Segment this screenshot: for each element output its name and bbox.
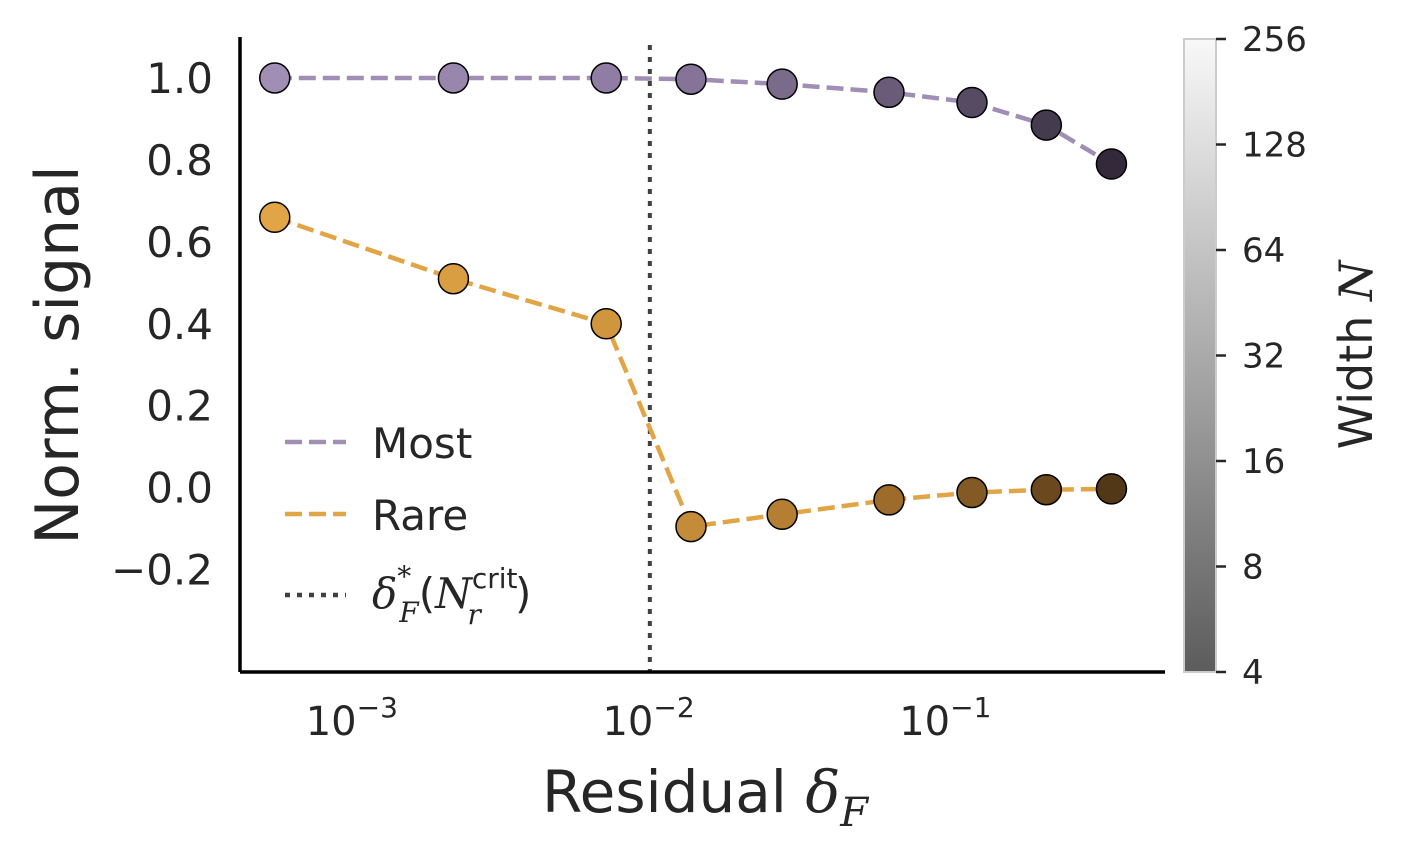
y-tick-label-3: 0.4: [146, 300, 213, 349]
point-most-2: [590, 62, 622, 94]
colorbar-tick-label-1: 8: [1242, 548, 1264, 588]
y-tick-label-6: −0.2: [111, 546, 213, 595]
legend-crit-label: δ* F(Ncrit r): [372, 560, 531, 631]
point-most-3: [675, 63, 707, 95]
point-rare-8: [1095, 473, 1128, 505]
x-tick-label-0: 10−3: [306, 691, 398, 745]
y-tick-label-1: 0.8: [146, 136, 213, 185]
tick-labels: 1.0 0.8 0.6 0.4 0.2 0.0 −0.2 10−3 10−2 10−1: [111, 54, 991, 745]
point-rare-1: [437, 262, 470, 295]
colorbar-ticks: 4 8 16 32 64 128 256: [1216, 20, 1307, 693]
colorbar-tick-label-3: 32: [1242, 337, 1285, 377]
point-most-1: [437, 62, 470, 94]
colorbar-gradient: [1183, 38, 1217, 673]
y-axis-label: Norm. signal: [23, 165, 93, 544]
y-tick-label-2: 0.6: [146, 218, 213, 267]
point-most-5: [873, 76, 905, 109]
colorbar-tick-label-5: 128: [1242, 126, 1307, 166]
series-line-rare: [274, 215, 1112, 530]
legend: Most Rare δ* F(Ncrit r): [285, 419, 531, 631]
point-rare-5: [873, 484, 905, 516]
plot-area: [259, 45, 1128, 672]
point-rare-2: [590, 308, 622, 340]
point-rare-0: [259, 201, 291, 234]
colorbar-tick-label-6: 256: [1242, 20, 1307, 60]
point-most-7: [1030, 109, 1063, 141]
y-tick-label-5: 0.0: [146, 464, 213, 513]
colorbar-label: Width N: [1329, 259, 1383, 449]
point-rare-7: [1030, 473, 1063, 506]
point-most-4: [766, 68, 798, 100]
x-axis-label: Residual δF: [542, 758, 869, 836]
point-rare-4: [766, 498, 798, 531]
point-most-0: [259, 62, 291, 94]
point-rare-6: [956, 476, 988, 509]
colorbar: 4 8 16 32 64 128 256 Width N: [1183, 20, 1383, 693]
x-tick-label-1: 10−2: [602, 691, 694, 745]
y-tick-label-0: 1.0: [146, 54, 213, 103]
colorbar-tick-label-0: 4: [1242, 653, 1264, 693]
point-most-6: [956, 86, 988, 119]
colorbar-tick-label-2: 16: [1242, 442, 1285, 482]
colorbar-tick-label-4: 64: [1242, 231, 1285, 271]
legend-most-label: Most: [372, 419, 472, 468]
point-most-8: [1095, 148, 1128, 180]
legend-rare-label: Rare: [372, 491, 468, 540]
y-tick-label-4: 0.2: [146, 382, 213, 431]
point-rare-3: [675, 510, 707, 543]
x-tick-label-2: 10−1: [899, 691, 991, 745]
